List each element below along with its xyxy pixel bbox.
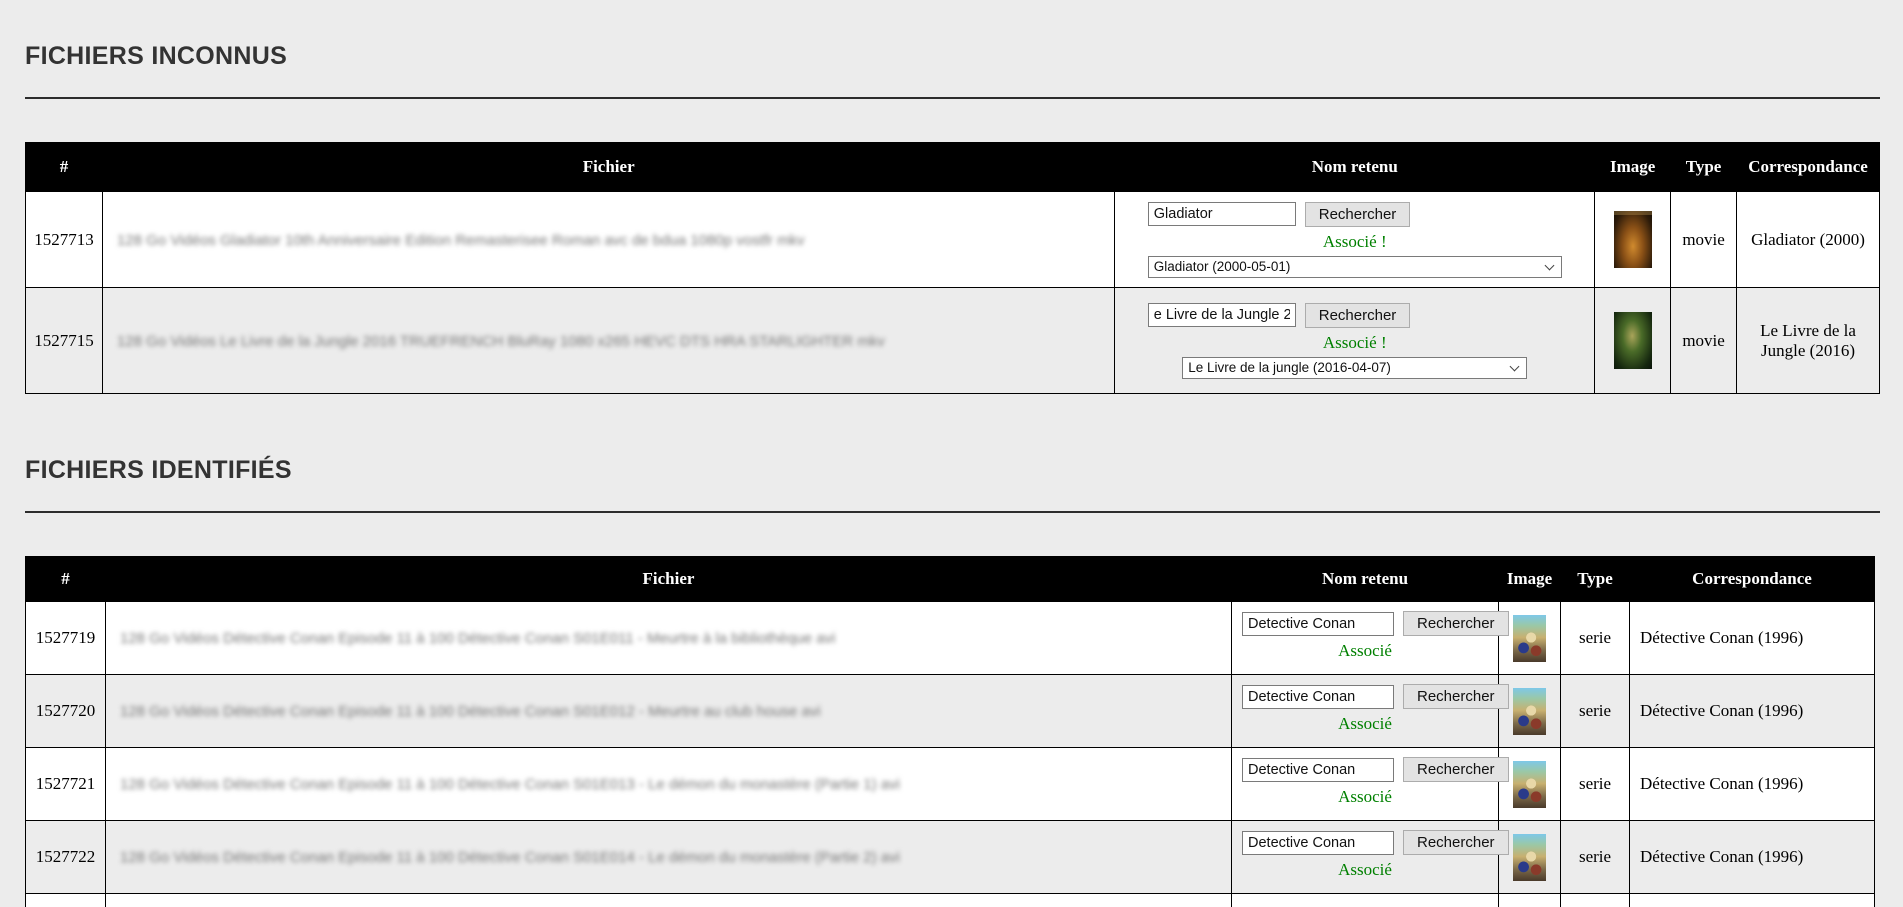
file-id: 1527720 xyxy=(25,674,106,748)
file-path-blurred: 128 Go Vidéos Gladiator 10th Anniversair… xyxy=(116,231,805,249)
file-id: 1527715 xyxy=(25,287,103,394)
correspondence-value: Le Livre de la Jungle (2016) xyxy=(1736,287,1880,394)
column-header-retained-name: Nom retenu xyxy=(1231,556,1499,602)
media-type: serie xyxy=(1560,747,1630,821)
media-type: serie xyxy=(1560,674,1630,748)
column-header-image: Image xyxy=(1594,142,1672,192)
search-input[interactable] xyxy=(1147,303,1296,327)
search-button[interactable]: Rechercher xyxy=(1304,201,1411,227)
column-header-file: Fichier xyxy=(101,142,1116,192)
search-button[interactable]: Rechercher xyxy=(1304,302,1411,328)
detective-conan-poster xyxy=(1513,760,1546,808)
column-header-correspondence: Correspondance xyxy=(1629,556,1875,602)
column-header-file: Fichier xyxy=(105,556,1232,602)
column-header-type: Type xyxy=(1670,142,1738,192)
associated-status: Associé ! xyxy=(1322,332,1387,352)
associated-status: Associé xyxy=(1338,787,1392,806)
match-select[interactable]: Gladiator (2000-05-01) xyxy=(1147,255,1562,278)
search-button[interactable]: Rechercher xyxy=(1403,757,1509,782)
associated-status: Associé xyxy=(1338,714,1392,733)
match-select-wrapper: Le Livre de la jungle (2016-04-07) xyxy=(1182,356,1528,379)
search-button[interactable]: Rechercher xyxy=(1403,611,1509,636)
media-type: movie xyxy=(1670,287,1738,394)
table-header-row: # Fichier Nom retenu Image Type Correspo… xyxy=(25,556,1875,602)
search-button[interactable]: Rechercher xyxy=(1403,684,1509,709)
detective-conan-poster xyxy=(1513,687,1546,735)
identified-files-table: # Fichier Nom retenu Image Type Correspo… xyxy=(25,556,1875,907)
section-title-identified-files: FICHIERS IDENTIFIÉS xyxy=(25,456,292,484)
table-row: 1527719 128 Go Vidéos Détective Conan Ep… xyxy=(25,601,1875,675)
media-type: serie xyxy=(1560,601,1630,675)
file-path-blurred: 128 Go Vidéos Le Livre de la Jungle 2016… xyxy=(116,332,885,350)
table-header-row: # Fichier Nom retenu Image Type Correspo… xyxy=(25,142,1880,192)
detective-conan-poster xyxy=(1513,833,1546,881)
match-select[interactable]: Le Livre de la jungle (2016-04-07) xyxy=(1182,356,1528,379)
column-header-type: Type xyxy=(1560,556,1630,602)
file-id: 1527722 xyxy=(25,820,106,894)
jungle-book-poster xyxy=(1613,312,1652,369)
search-input[interactable] xyxy=(1242,684,1394,709)
file-path-blurred: 128 Go Vidéos Détective Conan Episode 11… xyxy=(120,630,836,647)
unknown-files-table: # Fichier Nom retenu Image Type Correspo… xyxy=(25,142,1880,394)
file-path-blurred: 128 Go Vidéos Détective Conan Episode 11… xyxy=(120,849,900,866)
correspondence-value: Détective Conan (1996) xyxy=(1629,674,1875,748)
column-header-number: # xyxy=(25,556,106,602)
search-input[interactable] xyxy=(1147,202,1296,226)
table-row: 1527721 128 Go Vidéos Détective Conan Ep… xyxy=(25,747,1875,821)
section-divider xyxy=(25,97,1880,99)
correspondence-value: Détective Conan (1996) xyxy=(1629,747,1875,821)
file-path-blurred: 128 Go Vidéos Détective Conan Episode 11… xyxy=(120,703,821,720)
file-id: 1527713 xyxy=(25,191,103,288)
match-select-wrapper: Gladiator (2000-05-01) xyxy=(1147,255,1562,278)
column-header-number: # xyxy=(25,142,103,192)
gladiator-poster xyxy=(1613,211,1652,268)
table-row-partial xyxy=(25,893,1875,907)
table-row: 1527720 128 Go Vidéos Détective Conan Ep… xyxy=(25,674,1875,748)
search-button[interactable]: Rechercher xyxy=(1403,830,1509,855)
column-header-retained-name: Nom retenu xyxy=(1114,142,1596,192)
search-input[interactable] xyxy=(1242,757,1394,782)
table-row: 1527715 128 Go Vidéos Le Livre de la Jun… xyxy=(25,287,1880,394)
associated-status: Associé xyxy=(1338,860,1392,879)
media-type: serie xyxy=(1560,820,1630,894)
table-row: 1527713 128 Go Vidéos Gladiator 10th Ann… xyxy=(25,191,1880,288)
associated-status: Associé ! xyxy=(1322,231,1387,251)
associated-status: Associé xyxy=(1338,641,1392,660)
file-id: 1527721 xyxy=(25,747,106,821)
correspondence-value: Détective Conan (1996) xyxy=(1629,820,1875,894)
column-header-image: Image xyxy=(1498,556,1561,602)
column-header-correspondence: Correspondance xyxy=(1736,142,1880,192)
correspondence-value: Détective Conan (1996) xyxy=(1629,601,1875,675)
detective-conan-poster xyxy=(1513,614,1546,662)
table-row: 1527722 128 Go Vidéos Détective Conan Ep… xyxy=(25,820,1875,894)
search-input[interactable] xyxy=(1242,611,1394,636)
section-title-unknown-files: FICHIERS INCONNUS xyxy=(25,42,288,70)
search-input[interactable] xyxy=(1242,830,1394,855)
file-id: 1527719 xyxy=(25,601,106,675)
section-divider xyxy=(25,511,1880,513)
media-type: movie xyxy=(1670,191,1738,288)
correspondence-value: Gladiator (2000) xyxy=(1736,191,1880,288)
file-path-blurred: 128 Go Vidéos Détective Conan Episode 11… xyxy=(120,776,900,793)
